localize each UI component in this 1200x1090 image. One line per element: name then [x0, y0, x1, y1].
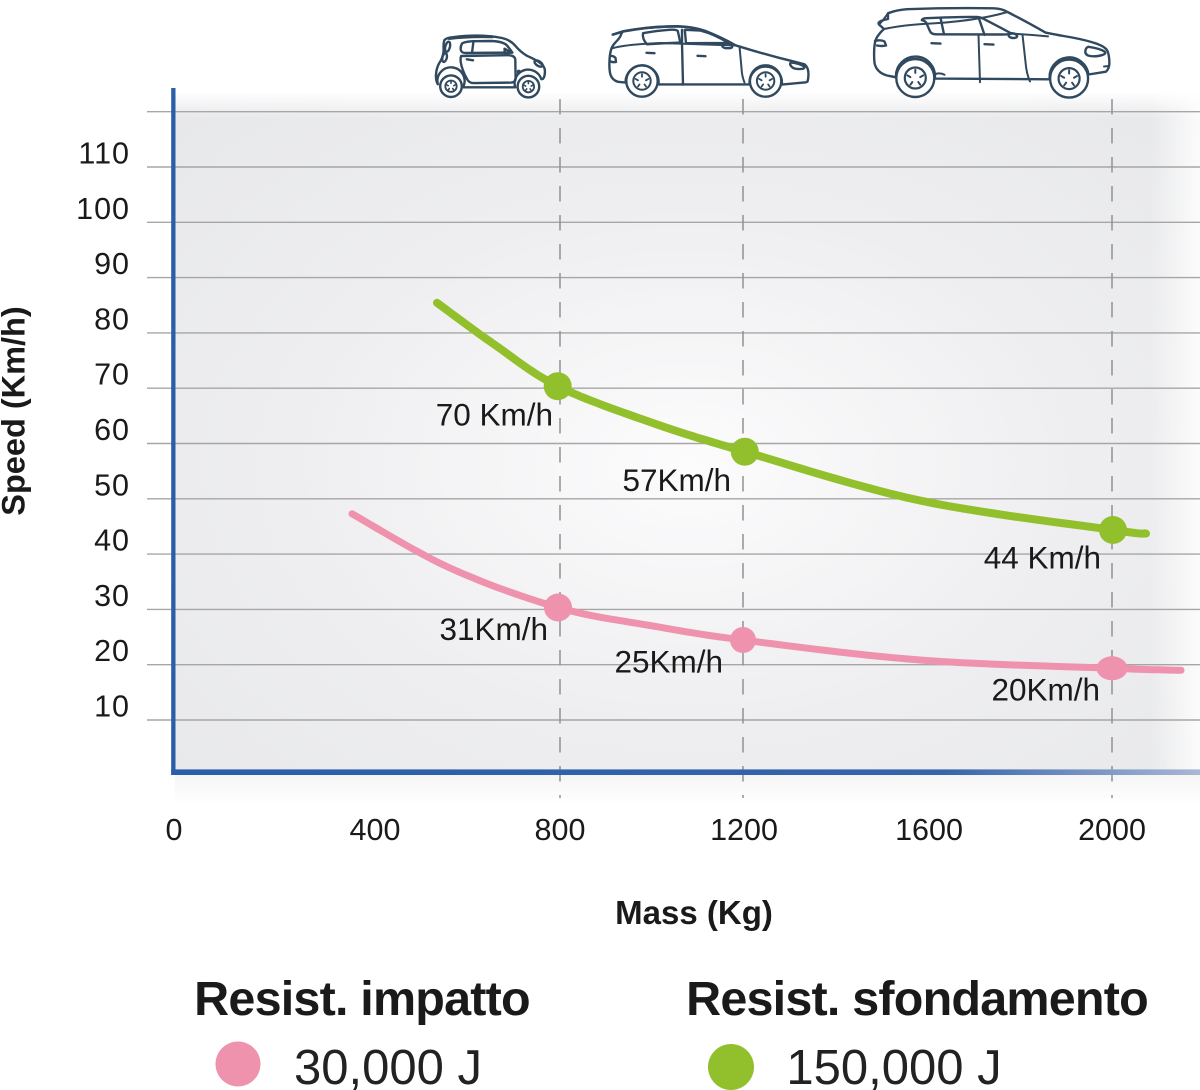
svg-text:Resist. sfondamento: Resist. sfondamento: [686, 972, 1148, 1026]
svg-text:31Km/h: 31Km/h: [439, 611, 548, 647]
svg-text:70: 70: [94, 358, 130, 392]
svg-text:1200: 1200: [710, 813, 778, 847]
svg-text:60: 60: [94, 413, 130, 447]
svg-text:44 Km/h: 44 Km/h: [984, 540, 1101, 576]
svg-text:10: 10: [94, 690, 130, 724]
svg-text:400: 400: [350, 813, 401, 847]
svg-text:Speed (Km/h): Speed (Km/h): [0, 306, 32, 515]
svg-text:57Km/h: 57Km/h: [622, 462, 731, 498]
svg-text:150,000 J: 150,000 J: [786, 1041, 1001, 1090]
svg-text:80: 80: [94, 302, 130, 336]
svg-text:90: 90: [94, 247, 130, 281]
svg-text:70 Km/h: 70 Km/h: [436, 397, 553, 433]
svg-text:100: 100: [76, 192, 130, 226]
svg-text:20: 20: [94, 634, 130, 668]
svg-text:2000: 2000: [1078, 813, 1146, 847]
svg-text:20Km/h: 20Km/h: [991, 672, 1100, 708]
svg-text:40: 40: [94, 524, 130, 558]
svg-text:110: 110: [78, 137, 130, 171]
svg-text:30,000 J: 30,000 J: [294, 1041, 482, 1090]
svg-text:Mass (Kg): Mass (Kg): [615, 894, 773, 931]
svg-text:50: 50: [94, 468, 130, 502]
svg-text:0: 0: [166, 813, 183, 847]
svg-text:30: 30: [94, 579, 130, 613]
svg-text:Resist. impatto: Resist. impatto: [194, 972, 530, 1026]
svg-text:25Km/h: 25Km/h: [614, 644, 723, 680]
svg-text:800: 800: [535, 813, 586, 847]
svg-text:1600: 1600: [895, 813, 963, 847]
